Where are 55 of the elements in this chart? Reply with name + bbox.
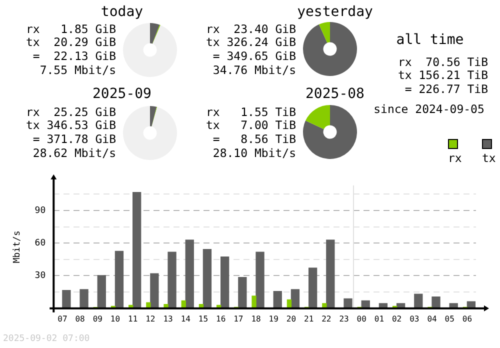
x-tick-label: 01 [374,314,384,324]
text: rx 70.56 TiB [396,55,488,69]
text: = 371.78 GiB [32,132,116,146]
x-tick-label: 20 [286,314,296,324]
text: tx 346.53 GiB [24,118,116,132]
x-tick-label: 05 [444,314,455,324]
x-tick-label: 12 [146,314,156,324]
y-tick-label: 60 [34,238,46,248]
x-tick-label: 10 [110,314,120,324]
legend-label: rx [448,151,462,165]
text: rx 25.25 GiB [24,105,116,119]
x-tick-label: 13 [163,314,174,324]
x-tick-label: 06 [462,314,472,324]
text: = 349.65 GiB [212,49,296,63]
text: tx 326.24 GiB [204,35,296,49]
text: rx 23.40 GiB [204,22,296,36]
x-tick-label: 03 [410,314,420,324]
x-tick-label: 11 [128,314,138,324]
x-tick-label: 17 [234,314,244,324]
text: rx 1.85 GiB [24,22,116,36]
chart-title: today [100,4,144,20]
x-tick-label: 00 [356,314,367,324]
text: tx 156.21 TiB [396,68,488,82]
x-tick-label: 15 [198,314,208,324]
text: 34.76 Mbit/s [212,63,296,77]
text: since 2024-09-05 [372,102,486,116]
text: tx 20.29 GiB [24,35,116,49]
text: 28.62 Mbit/s [32,146,116,160]
text: rx 1.55 TiB [204,105,296,119]
text: 7.55 Mbit/s [38,63,116,77]
text: = 8.56 TiB [212,132,296,146]
text: = 226.77 TiB [404,82,488,96]
x-tick-label: 18 [251,314,262,324]
text: all time [395,32,465,48]
legend-label: tx [482,151,496,165]
x-tick-label: 08 [75,314,86,324]
x-tick-label: 07 [58,314,68,324]
x-tick-label: 21 [304,314,314,324]
x-tick-label: 19 [268,314,279,324]
text: = 22.13 GiB [32,49,116,63]
x-tick-label: 14 [180,314,191,324]
text: 28.10 Mbit/s [212,146,296,160]
x-tick-label: 09 [92,314,103,324]
x-tick-label: 04 [427,314,437,324]
x-tick-label: 22 [322,314,332,324]
x-tick-label: 23 [339,314,350,324]
chart-title: 2025-08 [304,86,366,102]
y-tick-label: 30 [34,271,46,282]
x-tick-label: 02 [392,314,402,324]
text: tx 7.00 TiB [204,118,296,132]
y-tick-label: 90 [34,206,46,216]
chart-title: 2025-09 [91,86,152,102]
x-tick-label: 16 [216,314,226,324]
y-axis-title: Mbit/s [12,230,23,264]
chart-title: yesterday [296,4,374,20]
